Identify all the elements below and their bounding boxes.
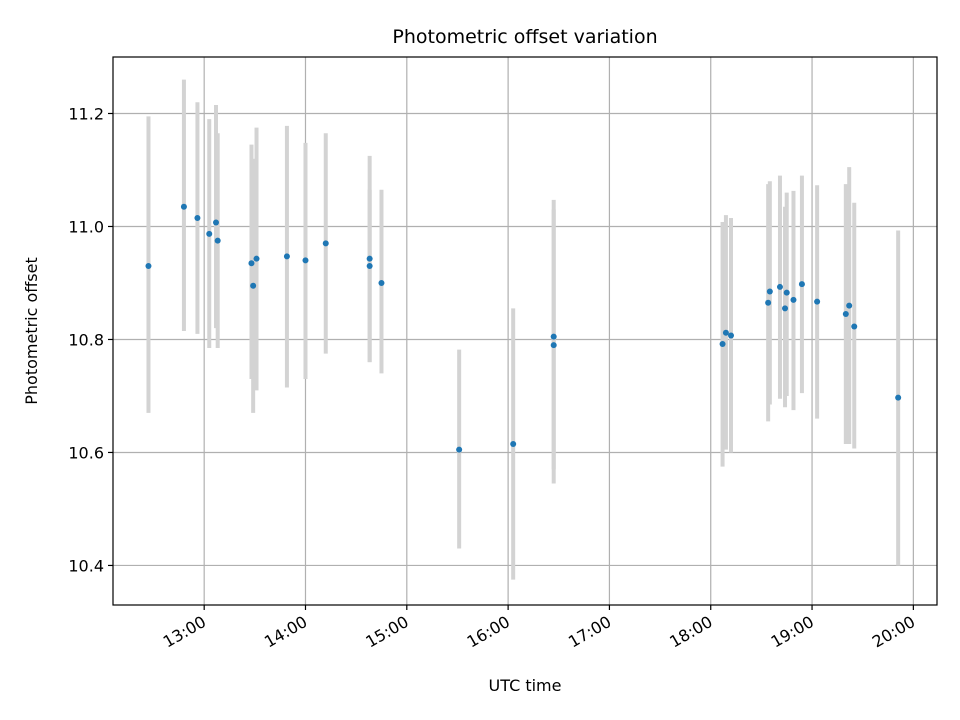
data-point — [248, 260, 255, 267]
data-point — [214, 237, 221, 244]
data-point — [213, 219, 219, 226]
data-point — [895, 394, 902, 401]
data-point — [728, 332, 734, 339]
y-tick-label: 10.8 — [68, 330, 104, 349]
data-point — [776, 283, 783, 290]
y-tick-label: 11.2 — [68, 104, 104, 123]
data-point — [790, 296, 797, 303]
data-point — [253, 255, 260, 262]
data-point — [783, 289, 790, 296]
data-point — [366, 255, 373, 262]
y-axis-label: Photometric offset — [22, 257, 41, 405]
data-point — [145, 263, 152, 270]
data-point — [722, 329, 729, 336]
data-point — [550, 333, 557, 340]
y-tick-label: 10.4 — [68, 556, 104, 575]
y-tick-label: 10.6 — [68, 443, 104, 462]
data-point — [456, 446, 463, 453]
data-point — [510, 440, 517, 447]
axes-frame — [112, 56, 938, 606]
data-point — [814, 298, 821, 305]
data-point — [302, 257, 309, 264]
data-point — [194, 215, 201, 222]
data-point — [366, 263, 373, 270]
data-point — [782, 305, 789, 312]
data-point — [846, 302, 853, 309]
y-tick-label: 11.0 — [68, 217, 104, 236]
data-point — [766, 288, 773, 295]
data-point — [550, 342, 557, 349]
data-point — [798, 281, 805, 288]
data-point — [180, 203, 187, 210]
axis-ticks: 13:00 14:00 15:00 16:00 17:00 18:00 19:00 20:00… — [68, 104, 918, 651]
data-point — [283, 253, 290, 260]
data-point — [250, 282, 257, 289]
data-point — [322, 240, 329, 247]
data-point — [206, 230, 213, 237]
data-point — [842, 311, 849, 318]
data-point — [851, 323, 858, 330]
data-point — [719, 340, 726, 347]
data-points — [145, 203, 902, 453]
data-point — [378, 279, 385, 286]
x-axis-label: UTC time — [489, 676, 562, 695]
chart-title: Photometric offset variation — [392, 26, 657, 48]
data-point — [765, 299, 772, 306]
